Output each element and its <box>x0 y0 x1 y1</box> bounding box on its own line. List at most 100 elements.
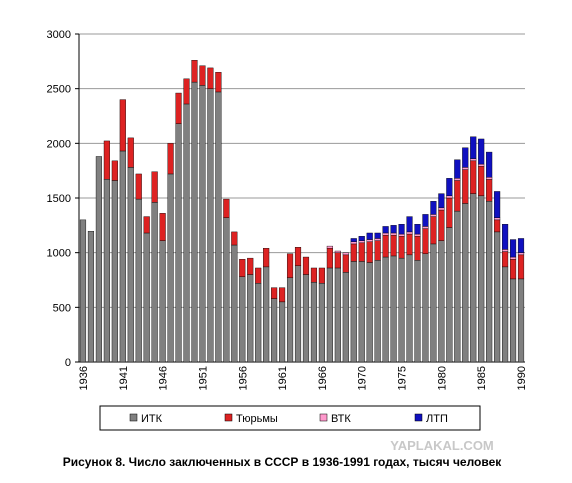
bar-segment <box>103 140 110 180</box>
bar-segment <box>382 234 389 258</box>
bar-segment <box>390 232 397 236</box>
bar-segment <box>175 123 182 363</box>
bar-segment <box>199 85 206 363</box>
legend-label: Тюрьмы <box>236 413 278 425</box>
bar-segment <box>502 251 509 268</box>
bar-segment <box>470 158 477 162</box>
bar-segment <box>143 216 150 234</box>
bar-segment <box>430 216 437 245</box>
x-tick-label: 1980 <box>436 366 448 390</box>
bar-segment <box>509 278 517 363</box>
bar-segment <box>478 138 485 165</box>
bar-segment <box>326 248 333 269</box>
bar-segment <box>135 198 142 363</box>
bar-segment <box>207 67 214 89</box>
bar-segment <box>470 160 477 194</box>
bar-segment <box>79 219 87 363</box>
bar-segment <box>350 243 357 262</box>
bar-segment <box>494 219 501 233</box>
bar-segment <box>119 150 126 363</box>
bar-segment <box>143 232 150 363</box>
bar-segment <box>406 254 413 363</box>
bar-segment <box>446 197 453 228</box>
bar-segment <box>478 195 485 363</box>
bar-segment <box>207 88 214 363</box>
y-tick-label: 0 <box>65 357 71 369</box>
chart-title: Рисунок 8. Число заключенных в СССР в 19… <box>63 455 503 469</box>
bar-segment <box>509 256 517 260</box>
bar-segment <box>342 254 349 273</box>
bar-segment <box>462 203 469 363</box>
bar-segment <box>215 91 222 363</box>
bar-segment <box>358 236 365 241</box>
bar-segment <box>215 72 222 93</box>
bar-segment <box>310 267 318 283</box>
bar-segment <box>302 274 310 363</box>
bar-segment <box>422 226 429 229</box>
bar-segment <box>374 238 381 241</box>
bar-segment <box>350 238 357 242</box>
x-tick-label: 1946 <box>158 366 170 390</box>
bar-segment <box>509 239 517 258</box>
bar-segment <box>239 259 246 277</box>
x-tick-label: 1975 <box>397 366 409 390</box>
bar-segment <box>382 226 389 234</box>
legend-swatch <box>414 413 423 422</box>
bar-segment <box>494 217 501 221</box>
bar-segment <box>517 238 525 253</box>
bar-segment <box>494 231 501 363</box>
y-tick-label: 1500 <box>47 193 71 205</box>
bar-segment <box>318 283 325 363</box>
bar-segment <box>191 81 198 363</box>
bar-segment <box>406 216 413 233</box>
bar-segment <box>151 202 158 363</box>
bar-segment <box>350 241 357 245</box>
y-tick-label: 2000 <box>47 138 71 150</box>
bar-segment <box>279 301 286 363</box>
bar-segment <box>422 228 429 254</box>
bar-segment <box>398 224 405 235</box>
bar-segment <box>247 274 254 363</box>
legend-swatch <box>224 413 233 422</box>
bar-segment <box>279 287 286 303</box>
bar-segment <box>406 233 413 256</box>
legend-label: ВТК <box>331 413 351 425</box>
legend-label: ИТК <box>141 413 163 425</box>
bar-segment <box>517 254 525 280</box>
bar-segment <box>366 241 373 263</box>
bar-segment <box>438 193 445 209</box>
bar-segment <box>350 261 357 363</box>
bar-segment <box>454 178 461 181</box>
bar-segment <box>326 245 333 249</box>
bar-segment <box>111 180 118 363</box>
bar-segment <box>462 169 469 204</box>
bar-segment <box>223 217 230 363</box>
bar-segment <box>151 171 158 203</box>
bar-segment <box>446 227 453 363</box>
bar-segment <box>167 173 174 363</box>
x-tick-label: 1985 <box>476 366 488 390</box>
watermark: YAPLAKAL.COM <box>390 438 494 453</box>
bar-segment <box>127 137 134 168</box>
bar-segment <box>191 60 198 83</box>
bar-segment <box>127 167 134 363</box>
bar-segment <box>462 147 469 168</box>
bar-segment <box>366 239 373 242</box>
bar-segment <box>374 240 381 261</box>
bar-segment <box>382 256 389 363</box>
bar-segment <box>414 233 421 237</box>
bar-segment <box>310 281 318 363</box>
bar-segment <box>286 277 294 363</box>
bar-segment <box>414 236 421 261</box>
bar-segment <box>342 252 349 256</box>
bar-segment <box>231 231 238 246</box>
bar-segment <box>438 207 445 211</box>
bar-segment <box>390 234 397 257</box>
y-tick-label: 1000 <box>47 248 71 260</box>
bar-segment <box>502 249 509 252</box>
bar-segment <box>462 167 469 170</box>
bar-segment <box>454 210 461 363</box>
bar-segment <box>231 244 238 363</box>
bar-segment <box>438 209 445 241</box>
